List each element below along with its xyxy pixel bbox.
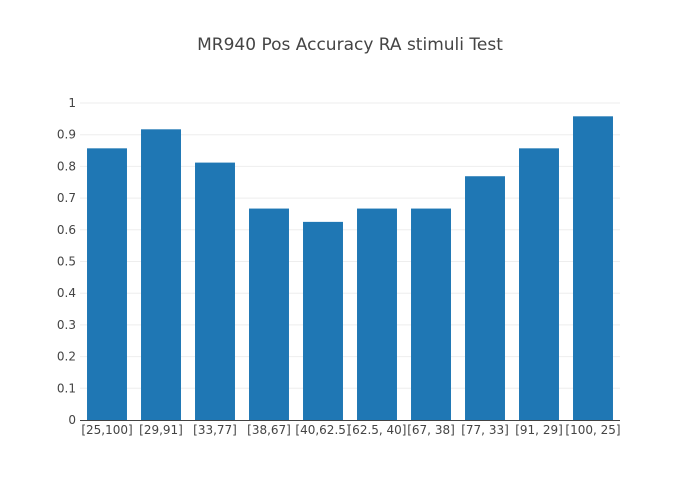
- x-tick-label: [77, 33]: [461, 423, 509, 437]
- x-tick-label: [29,91]: [139, 423, 183, 437]
- bar[interactable]: [87, 148, 127, 420]
- y-tick-label: 0.6: [57, 223, 76, 237]
- bar[interactable]: [465, 176, 505, 420]
- x-tick-label: [67, 38]: [407, 423, 455, 437]
- y-tick-label: 0.4: [57, 286, 76, 300]
- y-tick-label: 0.9: [57, 128, 76, 142]
- y-tick-label: 0.1: [57, 381, 76, 395]
- x-tick-label: [40,62.5]: [295, 423, 350, 437]
- y-tick-label: 0.2: [57, 350, 76, 364]
- y-tick-label: 0.8: [57, 159, 76, 173]
- bar[interactable]: [519, 148, 559, 420]
- y-tick-label: 1: [68, 96, 76, 110]
- bar[interactable]: [357, 208, 397, 420]
- y-tick-labels: 0 0.1 0.2 0.3 0.4 0.5 0.6 0.7 0.8 0.9 1: [57, 96, 76, 427]
- bar[interactable]: [303, 221, 343, 420]
- x-tick-label: [100, 25]: [565, 423, 620, 437]
- chart-title: MR940 Pos Accuracy RA stimuli Test: [197, 35, 503, 55]
- y-tick-label: 0.3: [57, 318, 76, 332]
- x-tick-label: [33,77]: [193, 423, 237, 437]
- x-tick-labels: [25,100] [29,91] [33,77] [38,67] [40,62.5][6…: [81, 423, 620, 437]
- x-tick-label: [62.5, 40]: [348, 423, 407, 437]
- x-tick-label: [91, 29]: [515, 423, 563, 437]
- x-tick-label: [25,100]: [81, 423, 132, 437]
- y-tick-label: 0: [68, 413, 76, 427]
- bar[interactable]: [141, 129, 181, 420]
- y-tick-label: 0.5: [57, 255, 76, 269]
- bars: [87, 116, 613, 421]
- bar[interactable]: [249, 208, 289, 420]
- bar[interactable]: [411, 208, 451, 420]
- bar[interactable]: [195, 162, 235, 420]
- y-tick-label: 0.7: [57, 191, 76, 205]
- bar[interactable]: [573, 116, 613, 421]
- x-tick-label: [38,67]: [247, 423, 291, 437]
